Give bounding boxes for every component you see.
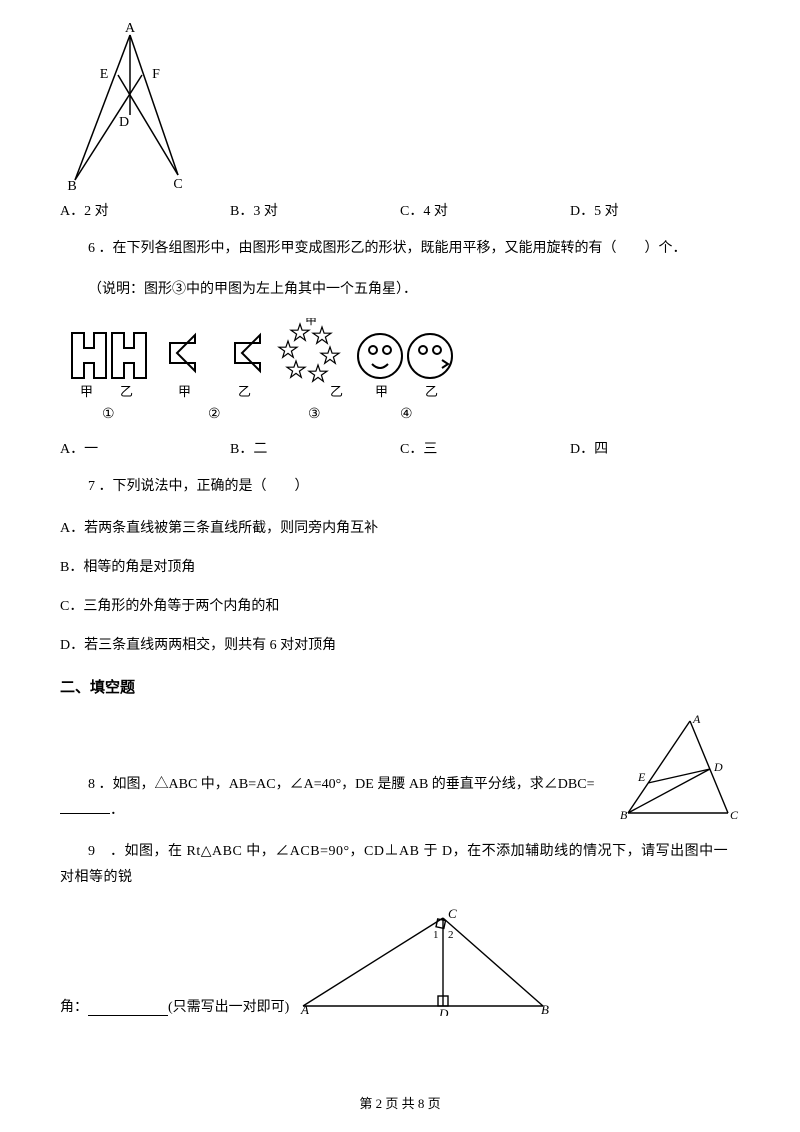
svg-text:A: A bbox=[125, 21, 136, 36]
svg-text:B: B bbox=[620, 808, 628, 822]
svg-text:C: C bbox=[173, 177, 182, 190]
svg-text:甲: 甲 bbox=[305, 318, 317, 327]
svg-text:A: A bbox=[300, 1002, 309, 1016]
q7-option-b: B．相等的角是对顶角 bbox=[60, 555, 740, 580]
triangle-aef-figure: A E F D B C bbox=[60, 20, 200, 190]
q5-option-b: B．3 对 bbox=[230, 200, 400, 220]
q6-option-c: C．三 bbox=[400, 438, 570, 458]
q6-option-a: A．一 bbox=[60, 438, 230, 458]
q9-blank bbox=[88, 999, 168, 1016]
svg-text:C: C bbox=[730, 808, 739, 822]
q5-options: A．2 对 B．3 对 C．4 对 D．5 对 bbox=[60, 200, 740, 220]
q7-text: 7 ．下列说法中，正确的是（ ） bbox=[60, 474, 740, 499]
svg-text:E: E bbox=[637, 770, 646, 784]
q5-option-d: D．5 对 bbox=[570, 200, 740, 220]
svg-text:B: B bbox=[541, 1002, 549, 1016]
svg-text:1: 1 bbox=[433, 929, 439, 941]
q9-text: 9 ．如图，在 Rt△ABC 中，∠ACB=90°，CD⊥AB 于 D，在不添加… bbox=[60, 839, 740, 889]
svg-text:①: ① bbox=[102, 407, 115, 422]
svg-text:甲: 甲 bbox=[178, 384, 191, 399]
svg-text:乙: 乙 bbox=[330, 384, 343, 399]
svg-text:乙: 乙 bbox=[238, 384, 251, 399]
svg-text:乙: 乙 bbox=[120, 384, 133, 399]
svg-text:F: F bbox=[152, 67, 160, 82]
q7-option-c: C．三角形的外角等于两个内角的和 bbox=[60, 594, 740, 619]
q5-option-c: C．4 对 bbox=[400, 200, 570, 220]
svg-text:A: A bbox=[692, 713, 701, 726]
q5-option-a: A．2 对 bbox=[60, 200, 230, 220]
q6-figure: 甲 乙 ① 甲 乙 ② 甲 乙 ③ bbox=[60, 318, 740, 428]
transform-figures: 甲 乙 ① 甲 乙 ② 甲 乙 ③ bbox=[60, 318, 460, 428]
q9-answer-line: 角： (只需写出一对即可) A B C D 1 2 bbox=[60, 906, 740, 1016]
q8-prefix: 8 ．如图，△ABC 中，AB=AC，∠A=40°，DE 是腰 AB 的垂直平分… bbox=[88, 777, 594, 792]
svg-text:D: D bbox=[438, 1006, 449, 1016]
svg-text:2: 2 bbox=[448, 929, 454, 941]
svg-text:③: ③ bbox=[308, 407, 321, 422]
svg-text:D: D bbox=[713, 760, 723, 774]
q6-options: A．一 B．二 C．三 D．四 bbox=[60, 438, 740, 458]
section-2-header: 二、填空题 bbox=[60, 676, 740, 697]
svg-text:甲: 甲 bbox=[80, 384, 93, 399]
svg-text:B: B bbox=[67, 179, 76, 190]
q9-figure: A B C D 1 2 bbox=[293, 906, 553, 1016]
svg-text:E: E bbox=[100, 67, 109, 82]
q8-line: 8 ．如图，△ABC 中，AB=AC，∠A=40°，DE 是腰 AB 的垂直平分… bbox=[60, 713, 740, 823]
svg-text:②: ② bbox=[208, 407, 221, 422]
q6-text: 6 ．在下列各组图形中，由图形甲变成图形乙的形状，既能用平移，又能用旋转的有（ … bbox=[60, 236, 740, 261]
q6-option-b: B．二 bbox=[230, 438, 400, 458]
q8-figure: A B C D E bbox=[620, 713, 740, 823]
q8-suffix: ． bbox=[110, 803, 124, 818]
q5-figure: A E F D B C bbox=[60, 20, 740, 190]
svg-text:C: C bbox=[448, 906, 457, 921]
svg-text:D: D bbox=[119, 115, 129, 130]
q6-note: （说明：图形③中的甲图为左上角其中一个五角星）． bbox=[60, 277, 740, 302]
page-footer: 第 2 页 共 8 页 bbox=[0, 1093, 800, 1112]
svg-text:乙: 乙 bbox=[425, 384, 438, 399]
q9-answer-suffix: (只需写出一对即可) bbox=[168, 996, 289, 1016]
q9-answer-prefix: 角： bbox=[60, 996, 88, 1016]
q8-blank bbox=[60, 797, 110, 814]
q6-option-d: D．四 bbox=[570, 438, 740, 458]
svg-text:甲: 甲 bbox=[375, 384, 388, 399]
svg-text:④: ④ bbox=[400, 407, 413, 422]
q7-option-a: A．若两条直线被第三条直线所截，则同旁内角互补 bbox=[60, 516, 740, 541]
q7-option-d: D．若三条直线两两相交，则共有 6 对对顶角 bbox=[60, 633, 740, 658]
